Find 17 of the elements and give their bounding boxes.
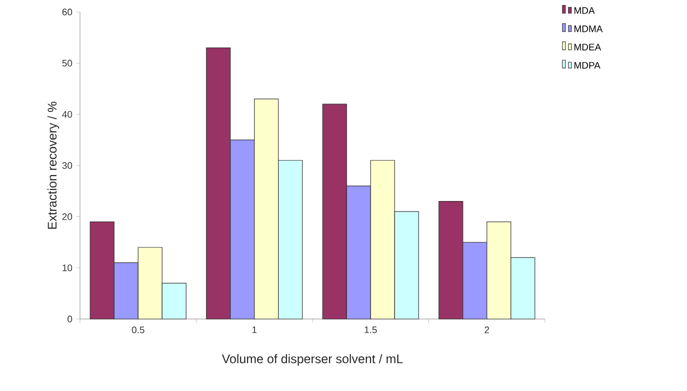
legend-label: MDPA [574,62,600,69]
x-tick-label: 1 [252,326,257,334]
y-tick-label: 30 [62,162,72,169]
y-tick-label: 10 [62,264,72,272]
y-tick-label: 40 [62,110,72,118]
y-tick-label: 60 [62,8,72,16]
legend-label: MDEA [574,44,602,50]
y-tick-label: 50 [62,60,72,67]
legend-label: MDA [574,7,595,14]
x-tick-label: 0.5 [132,326,144,334]
x-tick-label: 2 [484,326,490,334]
x-axis-title: Volume of disperser solvent / mL [222,354,403,366]
legend-label: MDMA [574,26,603,32]
y-tick-label: 0 [68,316,72,322]
x-tick-label: 1.5 [364,326,377,334]
y-axis-title: Extraction recovery / % [47,102,60,229]
y-tick-label: 20 [62,213,72,220]
